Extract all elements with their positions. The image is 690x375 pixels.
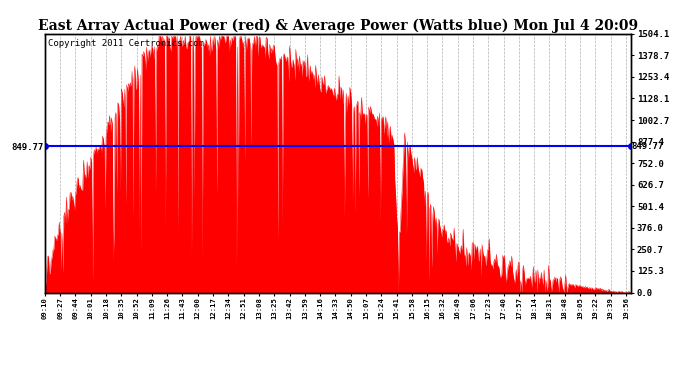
Title: East Array Actual Power (red) & Average Power (Watts blue) Mon Jul 4 20:09: East Array Actual Power (red) & Average … <box>38 18 638 33</box>
Text: 849.77: 849.77 <box>631 142 664 151</box>
Text: Copyright 2011 Certronics.com: Copyright 2011 Certronics.com <box>48 39 204 48</box>
